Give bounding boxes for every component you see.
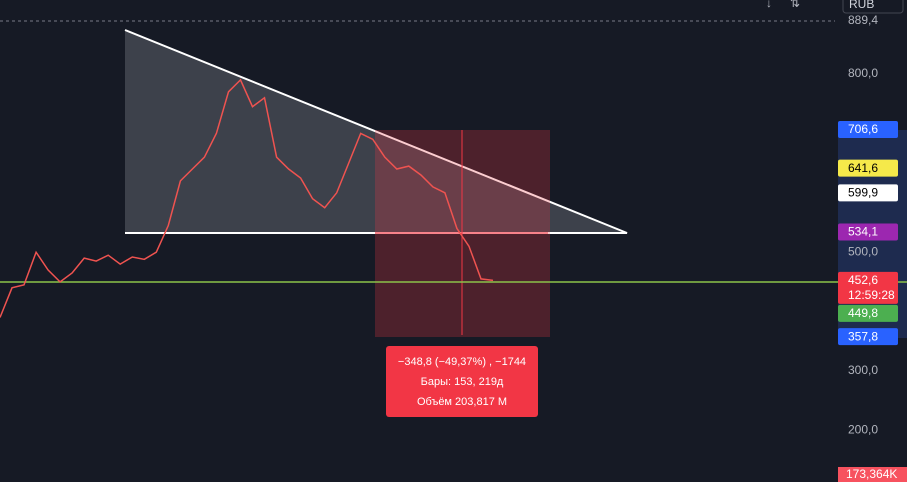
measure-bars: Бары: 153, 219д	[421, 376, 504, 388]
currency-button[interactable]	[842, 0, 904, 14]
toolbar-icon: ↓	[766, 0, 772, 10]
price-badge	[838, 304, 898, 322]
price-badge	[838, 120, 898, 138]
triangle-pattern	[124, 29, 628, 234]
toolbar-icon: ⇅	[790, 0, 800, 10]
toolbar-button[interactable]	[758, 0, 780, 12]
price-badge	[838, 159, 898, 177]
price-badge-label: 706,6	[848, 122, 878, 136]
price-badge-label: 641,6	[848, 161, 878, 175]
volume-badge	[838, 467, 907, 482]
price-badge	[838, 328, 898, 346]
price-tick-label: 500,0	[848, 244, 878, 258]
measure-volume: Объём 203,817 M	[417, 396, 507, 408]
measure-tooltip	[386, 346, 538, 417]
price-badge-label: 449,8	[848, 306, 878, 320]
price-badge-label: 534,1	[848, 225, 878, 239]
currency-label: RUB	[849, 0, 874, 11]
price-badge	[838, 271, 898, 304]
series-layer	[0, 78, 907, 318]
price-tick-label: 800,0	[848, 66, 878, 80]
price-badge-label: 599,9	[848, 186, 878, 200]
price-badge-label: 452,6	[848, 273, 878, 287]
price-line	[0, 78, 494, 318]
price-tick-label: 200,0	[848, 423, 878, 437]
price-countdown: 12:59:28	[848, 288, 895, 302]
price-badge	[838, 184, 898, 202]
measure-change: −348,8 (−49,37%) , −1744	[398, 356, 526, 368]
price-tick-label: 300,0	[848, 363, 878, 377]
price-tick-label: 889,4	[848, 13, 878, 27]
price-badge	[838, 223, 898, 241]
volume-badge-label: 173,364K	[846, 467, 897, 481]
price-badge-label: 357,8	[848, 329, 878, 343]
